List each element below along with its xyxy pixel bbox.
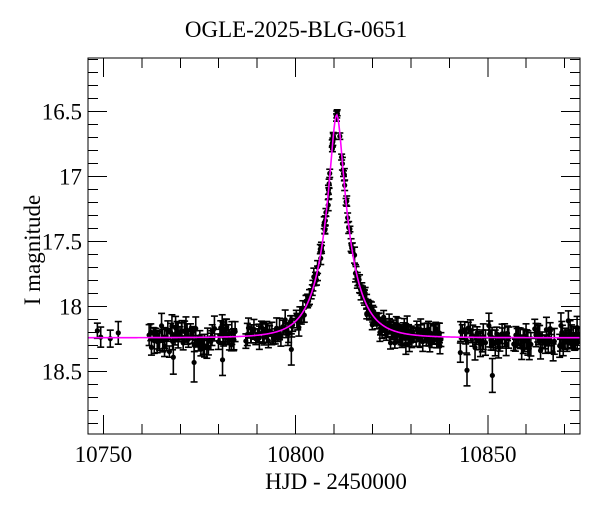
data-point (148, 344, 155, 351)
data-point (482, 340, 489, 346)
data-point (191, 359, 197, 366)
data-point (576, 332, 580, 338)
data-point (107, 336, 113, 342)
data-point (282, 317, 288, 323)
chart-title: OGLE-2025-BLG-0651 (185, 17, 407, 42)
data-point (438, 336, 444, 343)
data-point (256, 335, 262, 341)
data-point (433, 326, 439, 332)
data-point (296, 324, 302, 330)
model-curve (88, 113, 580, 339)
data-point (288, 346, 294, 353)
y-tick-label: 16.5 (42, 99, 82, 124)
data-point (425, 326, 432, 332)
data-points (93, 109, 580, 394)
data-point (301, 312, 307, 318)
x-axis-label: HJD - 2450000 (265, 469, 407, 494)
y-tick-label: 18 (59, 294, 82, 319)
data-point (219, 357, 226, 363)
data-point (193, 325, 199, 332)
data-point (472, 345, 478, 351)
plot-area: 10750 10800 10850 16.5 17 17.5 18 18.5 (42, 57, 581, 467)
y-axis-label: I magnitude (20, 195, 45, 306)
data-point (265, 338, 271, 344)
data-point (190, 329, 196, 335)
data-point (278, 334, 284, 340)
data-point (387, 340, 394, 346)
data-point (503, 341, 509, 347)
data-point (551, 338, 557, 344)
data-point (170, 354, 176, 360)
data-point (489, 372, 495, 379)
x-tick-label: 10850 (459, 442, 517, 467)
y-tick-label: 17.5 (42, 229, 82, 254)
x-tick-label: 10750 (75, 442, 133, 467)
data-point (211, 325, 218, 332)
data-point (115, 330, 121, 336)
data-point (232, 329, 238, 335)
y-tick-label: 17 (59, 164, 82, 189)
data-point (457, 350, 463, 356)
data-point (464, 367, 470, 373)
data-point (334, 110, 340, 116)
data-point (537, 332, 543, 338)
data-point (528, 341, 534, 347)
x-tick-label: 10800 (267, 442, 325, 467)
y-tick-label: 18.5 (42, 360, 82, 385)
